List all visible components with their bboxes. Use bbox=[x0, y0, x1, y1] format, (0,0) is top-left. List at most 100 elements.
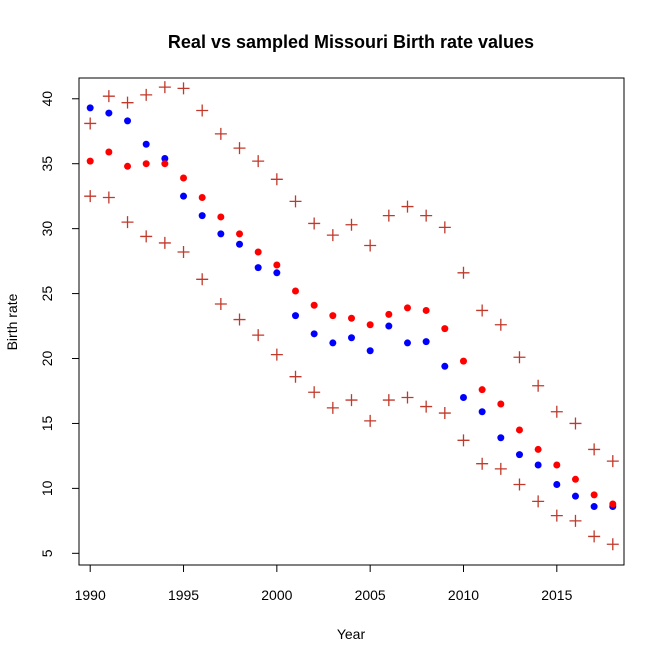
point-series-1 bbox=[198, 212, 206, 220]
point-series-2 bbox=[198, 193, 206, 201]
point-series-1 bbox=[142, 140, 150, 148]
point-series-1 bbox=[236, 240, 244, 248]
point-series-4 bbox=[158, 236, 171, 249]
x-axis: 1990 1995 2000 2005 2010 2015 bbox=[75, 564, 573, 603]
point-series-3 bbox=[345, 218, 358, 231]
point-series-3 bbox=[140, 88, 153, 101]
point-series-3 bbox=[382, 209, 395, 222]
point-series-3 bbox=[270, 173, 283, 186]
x-tick-label: 1995 bbox=[168, 587, 199, 603]
point-series-2 bbox=[217, 213, 225, 221]
point-series-1 bbox=[105, 109, 113, 117]
point-series-3 bbox=[121, 96, 134, 109]
y-tick-label: 10 bbox=[39, 480, 55, 496]
y-axis-label: Birth rate bbox=[4, 293, 20, 350]
point-series-2 bbox=[571, 475, 579, 483]
point-series-3 bbox=[550, 405, 563, 418]
point-series-1 bbox=[124, 117, 132, 125]
point-series-3 bbox=[326, 229, 339, 242]
point-series-1 bbox=[180, 192, 188, 200]
point-series-1 bbox=[478, 408, 486, 416]
point-series-1 bbox=[348, 334, 355, 342]
data-points bbox=[84, 81, 619, 551]
point-series-3 bbox=[289, 195, 302, 208]
point-series-4 bbox=[121, 216, 134, 229]
point-series-4 bbox=[196, 273, 209, 286]
point-series-4 bbox=[252, 329, 265, 342]
x-axis-label: Year bbox=[337, 626, 366, 642]
point-series-4 bbox=[513, 478, 526, 491]
point-series-3 bbox=[252, 155, 265, 168]
point-series-4 bbox=[606, 538, 619, 551]
point-series-2 bbox=[385, 310, 393, 318]
point-series-3 bbox=[588, 443, 601, 456]
point-series-3 bbox=[494, 318, 507, 331]
point-series-3 bbox=[513, 351, 526, 364]
y-tick-label: 35 bbox=[39, 156, 55, 172]
point-series-2 bbox=[590, 491, 598, 499]
point-series-1 bbox=[553, 480, 561, 488]
point-series-1 bbox=[441, 362, 449, 370]
point-series-3 bbox=[569, 417, 582, 430]
point-series-2 bbox=[459, 357, 467, 365]
point-series-2 bbox=[497, 400, 505, 408]
point-series-4 bbox=[270, 348, 283, 361]
point-series-4 bbox=[420, 400, 433, 413]
point-series-4 bbox=[438, 407, 451, 420]
y-tick-label: 30 bbox=[39, 221, 55, 237]
point-series-1 bbox=[515, 451, 523, 459]
point-series-2 bbox=[254, 248, 262, 256]
point-series-1 bbox=[292, 312, 300, 320]
point-series-3 bbox=[196, 104, 209, 117]
point-series-3 bbox=[233, 142, 246, 155]
point-series-4 bbox=[550, 509, 563, 522]
y-tick-label: 15 bbox=[39, 415, 55, 431]
point-series-2 bbox=[441, 325, 449, 333]
point-series-2 bbox=[609, 500, 617, 508]
point-series-4 bbox=[569, 514, 582, 527]
point-series-2 bbox=[310, 301, 318, 309]
point-series-1 bbox=[497, 434, 505, 442]
point-series-4 bbox=[457, 434, 470, 447]
point-series-3 bbox=[84, 117, 97, 130]
point-series-4 bbox=[102, 191, 115, 204]
point-series-4 bbox=[476, 457, 489, 470]
point-series-4 bbox=[177, 246, 190, 259]
point-series-2 bbox=[478, 386, 486, 394]
point-series-2 bbox=[273, 261, 281, 269]
point-series-3 bbox=[401, 200, 414, 213]
point-series-4 bbox=[308, 386, 321, 399]
x-tick-label: 2005 bbox=[355, 587, 386, 603]
point-series-4 bbox=[382, 394, 395, 407]
point-series-1 bbox=[217, 230, 225, 238]
point-series-3 bbox=[177, 82, 190, 95]
point-series-1 bbox=[86, 104, 94, 112]
point-series-4 bbox=[140, 230, 153, 243]
point-series-1 bbox=[329, 339, 337, 347]
point-series-2 bbox=[534, 445, 542, 453]
point-series-4 bbox=[401, 391, 414, 404]
point-series-2 bbox=[366, 321, 374, 329]
point-series-4 bbox=[326, 401, 339, 414]
point-series-2 bbox=[236, 230, 244, 238]
point-series-4 bbox=[364, 414, 377, 427]
point-series-4 bbox=[345, 394, 358, 407]
y-tick-label: 40 bbox=[39, 91, 55, 107]
point-series-3 bbox=[457, 266, 470, 279]
chart-title: Real vs sampled Missouri Birth rate valu… bbox=[168, 32, 534, 52]
point-series-3 bbox=[364, 239, 377, 252]
y-tick-label: 5 bbox=[39, 549, 55, 557]
point-series-4 bbox=[289, 370, 302, 383]
y-axis: 5 10 15 20 25 30 35 40 bbox=[39, 91, 80, 557]
x-tick-label: 2010 bbox=[448, 587, 479, 603]
point-series-2 bbox=[105, 148, 113, 156]
point-series-2 bbox=[348, 314, 355, 322]
point-series-2 bbox=[142, 160, 150, 168]
point-series-2 bbox=[329, 312, 337, 320]
point-series-3 bbox=[438, 221, 451, 234]
point-series-4 bbox=[532, 495, 545, 508]
point-series-4 bbox=[84, 190, 97, 203]
point-series-3 bbox=[606, 455, 619, 468]
point-series-1 bbox=[459, 393, 467, 401]
point-series-3 bbox=[476, 304, 489, 317]
